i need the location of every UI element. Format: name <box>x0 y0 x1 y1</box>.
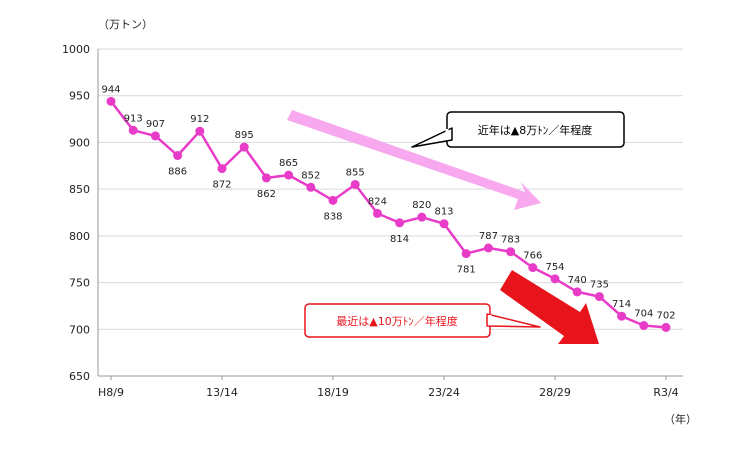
data-point <box>328 195 338 205</box>
data-point <box>617 311 627 321</box>
data-label: 913 <box>124 113 143 124</box>
data-label: 781 <box>457 265 476 276</box>
data-point <box>528 263 538 273</box>
y-tick-label: 800 <box>69 230 90 243</box>
trend-arrow-pink <box>287 110 541 210</box>
trend-arrow-red <box>500 270 599 344</box>
data-label: 944 <box>101 84 120 95</box>
data-point <box>661 322 671 332</box>
data-point <box>217 164 227 174</box>
y-unit-label: （万トン） <box>98 18 153 31</box>
callout-pointer-latest <box>486 313 541 328</box>
x-tick-label: R3/4 <box>653 386 678 399</box>
data-label: 735 <box>590 280 609 291</box>
data-label: 865 <box>279 158 298 169</box>
x-tick-label: 13/14 <box>206 386 238 399</box>
data-point <box>506 247 516 257</box>
y-tick-label: 1000 <box>62 43 90 56</box>
x-tick-label: 23/24 <box>428 386 460 399</box>
data-label: 907 <box>146 119 165 130</box>
data-label: 740 <box>568 275 587 286</box>
data-points <box>106 96 671 332</box>
data-point <box>239 142 249 152</box>
data-point <box>350 179 360 189</box>
data-label: 820 <box>412 200 431 211</box>
data-point <box>550 274 560 284</box>
data-label: 813 <box>434 207 453 218</box>
data-label: 754 <box>545 262 564 273</box>
data-label: 862 <box>257 189 276 200</box>
data-label: 895 <box>235 130 254 141</box>
data-label: 783 <box>501 235 520 246</box>
data-label: 872 <box>212 180 231 191</box>
callout-text-latest: 最近は▲10万ﾄﾝ／年程度 <box>336 314 457 328</box>
data-label: 824 <box>368 196 387 207</box>
data-label: 814 <box>390 234 409 245</box>
data-label: 838 <box>323 211 342 222</box>
x-tick-label: 28/29 <box>539 386 571 399</box>
data-label: 702 <box>656 310 675 321</box>
data-label: 886 <box>168 167 187 178</box>
data-point <box>284 170 294 180</box>
callout-pointer-recent-years <box>411 127 453 148</box>
x-tick-labels: H8/9 13/14 18/19 23/24 28/29 R3/4 <box>98 386 679 399</box>
data-point <box>461 249 471 259</box>
data-point <box>572 287 582 297</box>
y-tick-label: 900 <box>69 136 90 149</box>
data-point <box>128 125 138 135</box>
y-tick-label: 950 <box>69 90 90 103</box>
y-tick-label: 650 <box>69 370 90 383</box>
y-tick-label: 850 <box>69 183 90 196</box>
data-label: 912 <box>190 114 209 125</box>
data-point <box>372 208 382 218</box>
data-point <box>150 131 160 141</box>
data-point <box>106 96 116 106</box>
data-point <box>483 243 493 253</box>
data-label: 714 <box>612 299 631 310</box>
y-tick-label: 750 <box>69 277 90 290</box>
data-point <box>439 219 449 229</box>
grid-lines <box>98 48 683 330</box>
callout-text-recent-years: 近年は▲8万ﾄﾝ／年程度 <box>478 123 592 137</box>
data-point <box>173 151 183 161</box>
data-point <box>594 292 604 302</box>
data-point <box>417 212 427 222</box>
data-point <box>261 173 271 183</box>
data-point <box>306 182 316 192</box>
x-tick-label: 18/19 <box>317 386 349 399</box>
y-tick-label: 700 <box>69 323 90 336</box>
data-label: 852 <box>301 170 320 181</box>
data-label: 704 <box>634 309 653 320</box>
data-point <box>639 321 649 331</box>
axes <box>97 49 683 380</box>
data-point <box>395 218 405 228</box>
x-unit-label: （年） <box>664 412 697 426</box>
data-point <box>195 126 205 136</box>
x-tick-label: H8/9 <box>98 386 124 399</box>
data-label: 787 <box>479 231 498 242</box>
data-label: 855 <box>346 167 365 178</box>
data-label: 766 <box>523 251 542 262</box>
y-tick-labels: 650 700 750 800 850 900 950 1000 <box>62 43 90 383</box>
